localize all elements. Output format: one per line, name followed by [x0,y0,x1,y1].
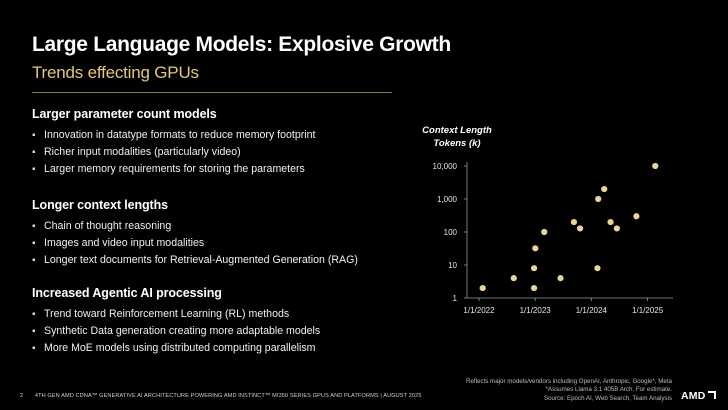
list-item: ▪ Innovation in datatype formats to reduc… [32,127,412,144]
data-point [530,265,538,272]
bullet-text: Chain of thought reasoning [44,220,172,232]
amd-logo: AMD [681,390,716,402]
y-axis-ticks: 1 10 100 1,000 10,000 [433,162,467,303]
data-point [532,245,539,252]
title-divider [32,92,392,93]
bullet-icon: ▪ [32,130,36,141]
x-axis-ticks: 1/1/2022 1/1/2023 1/1/2024 1/1/2025 [463,298,664,315]
section-agentic-ai: Increased Agentic AI processing ▪ Trend t… [32,286,412,357]
y-tick-label: 100 [444,228,458,237]
bullet-icon: ▪ [32,238,36,249]
data-point [594,265,601,272]
list-item: ▪ Trend toward Reinforcement Learning (RL… [32,306,412,323]
bullet-text: Larger memory requirements for storing t… [44,163,305,175]
data-point [607,218,614,226]
data-point [479,284,486,292]
list-item: ▪ More MoE models using distributed compu… [32,340,412,357]
data-point [510,275,517,282]
bullet-icon: ▪ [32,343,36,354]
list-item: ▪ Richer input modalities (particularly v… [32,144,412,161]
section-parameter-count: Larger parameter count models ▪ Innovatio… [32,107,412,178]
data-point [601,185,608,193]
y-tick-label: 1 [453,294,458,303]
y-tick-label: 10 [448,261,457,270]
list-item: ▪ Larger memory requirements for storing … [32,161,412,178]
chart-title: Context Length Tokens (k) [422,125,492,149]
slide-footer: 2 4TH GEN AMD CDNA™ GENERATIVE AI ARCHIT… [20,393,422,399]
bullet-text: Images and video input modalities [44,237,205,249]
bullet-icon: ▪ [32,326,36,337]
data-point [633,213,640,220]
logo-text: AMD [681,390,706,402]
x-tick-label: 1/1/2022 [463,306,495,315]
section-heading: Longer context lengths [32,198,169,212]
footnote-line: *Assumes Llama 3.1 405B Arch. For estima… [545,386,672,394]
section-heading: Increased Agentic AI processing [32,286,222,300]
bullet-text: More MoE models using distributed comput… [44,342,316,354]
bullet-text: Trend toward Reinforcement Learning (RL)… [44,308,290,320]
data-point [576,225,584,232]
chart-footnote: Reflects major models/vendors including … [440,378,672,403]
page-number: 2 [20,393,24,399]
data-points [479,162,659,292]
data-point [613,225,620,232]
bullet-icon: ▪ [32,221,36,232]
amd-arrow-icon [707,391,716,399]
bullet-text: Longer text documents for Retrieval-Augm… [44,254,358,266]
bullet-list: ▪ Innovation in datatype formats to reduc… [32,127,412,178]
chart-title-line: Tokens (k) [433,138,480,149]
slide-title: Large Language Models: Explosive Growth [32,33,451,56]
list-item: ▪ Chain of thought reasoning [32,218,412,235]
y-tick-label: 1,000 [437,195,458,204]
slide-subtitle: Trends effecting GPUs [32,63,199,82]
x-tick-label: 1/1/2025 [632,306,664,315]
footer-text: 4TH GEN AMD CDNA™ GENERATIVE AI ARCHITEC… [34,393,422,399]
data-point [541,228,548,236]
y-tick-label: 10,000 [433,162,458,171]
data-point [530,284,538,292]
section-heading: Larger parameter count models [32,107,217,121]
bullet-icon: ▪ [32,255,36,266]
footnote-line: Source: Epoch AI, Web Search, Team Analy… [543,394,672,402]
section-context-lengths: Longer context lengths ▪ Chain of thought… [32,198,412,269]
bullet-text: Innovation in datatype formats to reduce… [44,129,316,141]
data-point [595,195,602,203]
bullet-list: ▪ Chain of thought reasoning ▪ Images and … [32,218,412,269]
bullet-text: Richer input modalities (particularly vi… [44,146,241,158]
chart-title-line: Context Length [422,125,492,136]
context-length-scatter-chart: Context Length Tokens (k) 1 10 100 1,000 10,0… [422,125,673,315]
bullet-list: ▪ Trend toward Reinforcement Learning (RL… [32,306,412,357]
bullet-icon: ▪ [32,309,36,320]
list-item: ▪ Longer text documents for Retrieval-Aug… [32,252,412,269]
bullet-icon: ▪ [32,147,36,158]
data-point [652,162,659,170]
list-item: ▪ Synthetic Data generation creating more… [32,323,412,340]
x-tick-label: 1/1/2024 [576,306,608,315]
chart-axes [466,162,673,299]
footnote-line: Reflects major models/vendors including … [465,378,672,385]
x-tick-label: 1/1/2023 [520,306,552,315]
data-point [557,275,564,282]
bullet-icon: ▪ [32,164,36,175]
data-point [570,218,578,226]
bullet-text: Synthetic Data generation creating more … [44,325,321,337]
list-item: ▪ Images and video input modalities [32,235,412,252]
